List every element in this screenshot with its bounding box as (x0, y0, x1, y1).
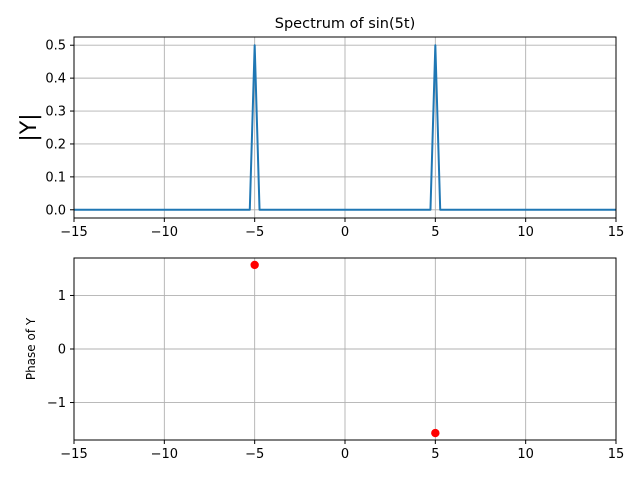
phase-axes: −15 −10 −5 0 5 10 15−101 Phase of Y (24, 257, 624, 462)
spectrum-line (74, 44, 616, 211)
x-tick-label: −15 (60, 447, 87, 462)
x-tick-label: −15 (60, 225, 87, 240)
x-tick-label: 5 (431, 447, 439, 462)
y-tick-label: 0.1 (45, 170, 66, 185)
y-tick-label: −1 (47, 396, 66, 411)
y-tick-label: 0.0 (45, 203, 66, 218)
magnitude-axes: −15 −10 −5 0 5 10 15 0.0 0.1 0.2 0.3 0.4 0.5 Spectru… (17, 16, 624, 240)
x-tick-label: 0 (341, 447, 349, 462)
y-tick-label: 1 (58, 289, 66, 304)
y-tick-label: 0.2 (45, 137, 66, 152)
x-tick-label: −10 (151, 447, 178, 462)
x-tick-label: 5 (431, 225, 439, 240)
magnitude-plot (74, 44, 616, 211)
x-tick-label: 15 (608, 225, 625, 240)
phase-y-axis-label: Phase of Y (24, 317, 38, 380)
x-tick-label: −10 (151, 225, 178, 240)
chart-title: Spectrum of sin(5t) (275, 16, 415, 32)
x-tick-label: 10 (517, 225, 534, 240)
x-tick-label: −5 (245, 447, 264, 462)
x-tick-label: −5 (245, 225, 264, 240)
x-tick-label: 10 (517, 447, 534, 462)
phase-point (431, 428, 440, 438)
y-tick-label: 0.5 (45, 39, 66, 54)
phase-plot (250, 260, 440, 438)
y-tick-label: 0.3 (45, 105, 66, 120)
y-tick-label: 0.4 (45, 72, 66, 87)
magnitude-y-axis-label: |Y| (17, 113, 42, 141)
magnitude-grid (73, 37, 617, 218)
x-tick-label: 0 (341, 225, 349, 240)
x-tick-label: 15 (608, 447, 625, 462)
y-tick-label: 0 (58, 343, 66, 358)
phase-ticks: −15 −10 −5 0 5 10 15−101 (47, 289, 624, 462)
phase-point (250, 260, 259, 270)
magnitude-ticks: −15 −10 −5 0 5 10 15 0.0 0.1 0.2 0.3 0.4 0.5 (45, 39, 624, 240)
